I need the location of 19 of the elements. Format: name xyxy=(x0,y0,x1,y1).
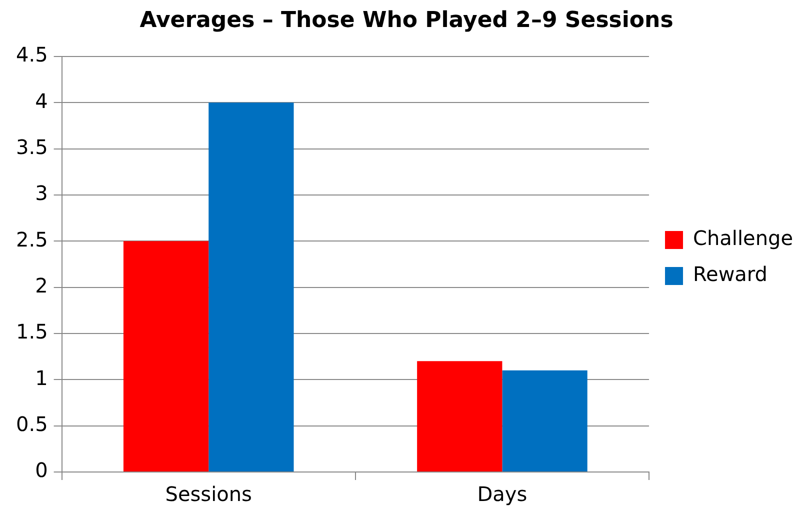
legend-label: Reward xyxy=(693,262,768,286)
bar xyxy=(123,241,209,472)
bar xyxy=(417,361,502,472)
x-tick-label: Days xyxy=(477,482,528,506)
y-tick-label: 0.5 xyxy=(16,412,48,436)
y-tick-label: 4 xyxy=(35,88,48,113)
y-tick-label: 3.5 xyxy=(16,134,48,159)
bar xyxy=(208,102,294,472)
x-tick-label: Sessions xyxy=(165,482,252,506)
legend-label: Challenge xyxy=(693,226,794,250)
y-tick-label: 4.5 xyxy=(16,42,48,67)
y-tick-label: 3 xyxy=(35,181,48,206)
y-tick-label: 0 xyxy=(35,458,48,482)
y-tick-label: 2.5 xyxy=(16,227,48,252)
y-tick-label: 1 xyxy=(35,366,48,390)
y-tick-label: 1.5 xyxy=(16,320,48,344)
y-tick-label: 2 xyxy=(35,273,48,298)
chart-title: Averages – Those Who Played 2–9 Sessions xyxy=(140,8,674,33)
bar xyxy=(502,370,588,472)
